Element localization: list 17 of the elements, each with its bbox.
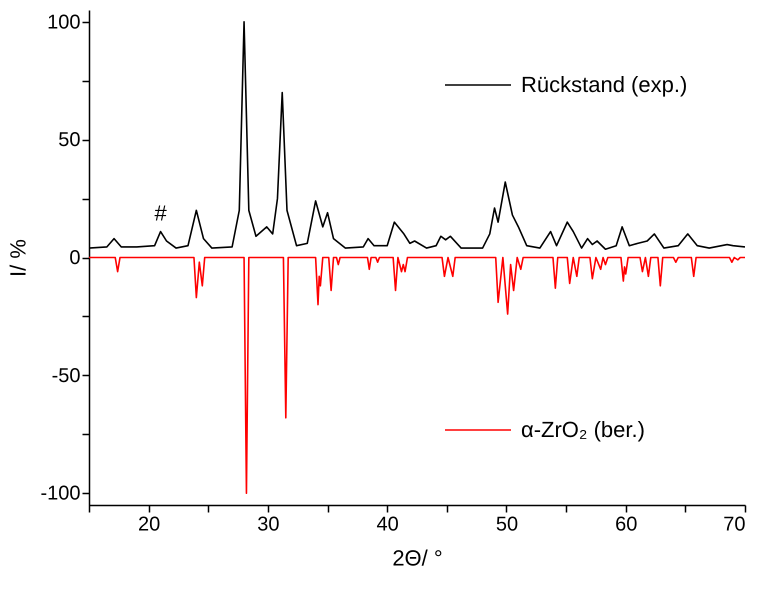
x-tick-label: 20 bbox=[138, 514, 160, 536]
x-tick-label: 40 bbox=[376, 514, 399, 536]
legend-label: α-ZrO₂ (ber.) bbox=[521, 417, 645, 442]
x-tick-label: 60 bbox=[615, 514, 638, 536]
line-series bbox=[89, 256, 745, 494]
legend-label: Rückstand (exp.) bbox=[521, 72, 688, 97]
x-tick-label: 70 bbox=[723, 514, 746, 536]
y-tick-label: -50 bbox=[52, 364, 80, 387]
x-tick-label: 30 bbox=[257, 514, 280, 536]
y-tick-label: -100 bbox=[40, 482, 80, 505]
y-tick-label: 0 bbox=[69, 247, 80, 269]
y-axis-title: I/ % bbox=[5, 239, 30, 277]
y-tick-label: 50 bbox=[58, 129, 80, 152]
y-tick-label: 100 bbox=[47, 11, 80, 34]
annotation: # bbox=[154, 200, 168, 226]
x-tick-label: 50 bbox=[496, 514, 518, 536]
x-axis-title: 2Θ/ ° bbox=[392, 546, 443, 570]
